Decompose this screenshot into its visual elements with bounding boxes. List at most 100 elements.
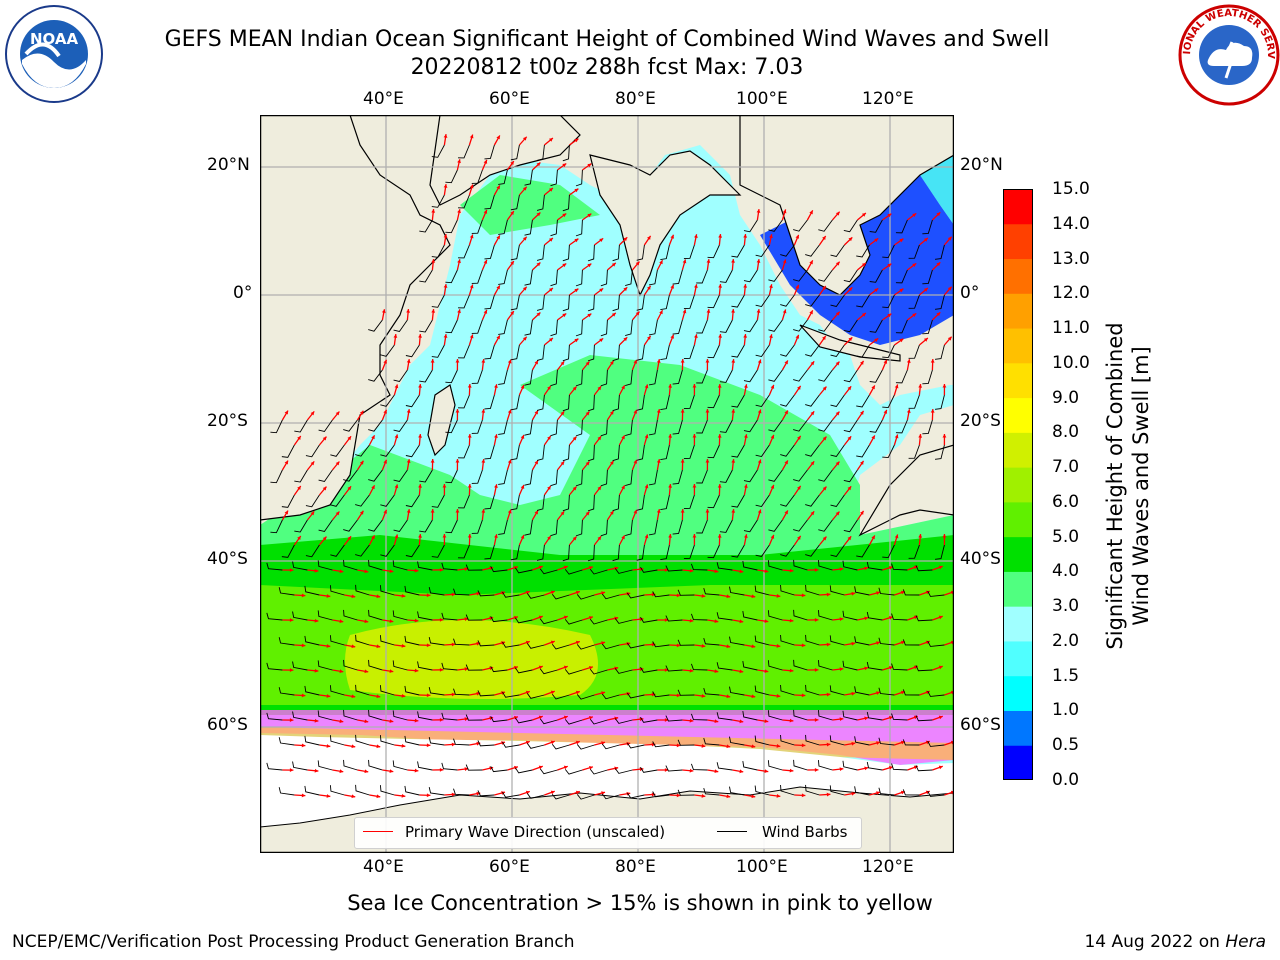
wind-barb — [854, 686, 870, 696]
wave-arrowhead — [609, 360, 614, 365]
wind-barb — [564, 769, 583, 775]
colorbar-tick-label: 5.0 — [1052, 526, 1080, 547]
wind-barb — [829, 685, 845, 696]
wind-barb — [526, 793, 545, 799]
wind-barb — [665, 615, 683, 622]
wind-barb — [731, 244, 745, 258]
wind-barb — [417, 611, 433, 621]
wind-barb — [612, 294, 620, 312]
wave-arrowhead — [520, 534, 525, 539]
wind-barb — [683, 544, 695, 559]
wave-arrowhead — [520, 384, 525, 389]
wind-barb — [515, 667, 533, 674]
wave-arrowhead — [394, 534, 399, 539]
wind-barb — [526, 643, 545, 649]
wave-arrowhead — [797, 385, 801, 390]
wind-barb — [780, 494, 795, 507]
wave-arrowhead — [510, 211, 514, 216]
wave-arrowhead — [547, 535, 551, 540]
wind-barb — [636, 344, 645, 361]
wave-arrowhead — [801, 793, 806, 798]
wave-arrowhead — [314, 718, 319, 723]
wave-arrowhead — [705, 509, 710, 513]
wave-arrowhead — [739, 669, 744, 674]
wind-barb — [780, 394, 795, 407]
wave-arrowhead — [457, 309, 461, 314]
wave-arrowhead — [339, 619, 344, 624]
wave-arrowhead — [376, 794, 381, 799]
colorbar-segment — [1003, 606, 1033, 642]
wind-barb — [683, 394, 695, 409]
wave-arrowhead — [464, 767, 469, 771]
wave-arrowhead — [494, 534, 498, 539]
wave-arrowhead — [647, 335, 651, 340]
wind-barb — [793, 419, 808, 432]
wave-arrowhead — [364, 769, 369, 774]
colorbar-tick-label: 11.0 — [1052, 318, 1090, 339]
wind-barb — [343, 759, 358, 771]
graticule — [260, 115, 954, 853]
wind-barb — [805, 684, 820, 696]
wind-barb — [304, 735, 320, 746]
wind-barb — [636, 544, 645, 561]
wind-barb — [793, 659, 808, 671]
wind-barb — [882, 294, 895, 309]
wind-barb — [627, 692, 645, 699]
wave-arrowhead — [726, 594, 731, 599]
wind-barb — [719, 319, 733, 333]
wave-arrowhead — [284, 510, 289, 515]
wind-barb — [818, 219, 833, 232]
wind-barb — [817, 710, 833, 721]
wind-barb — [882, 444, 895, 459]
wave-arrowhead — [383, 509, 387, 514]
wind-barb — [484, 344, 495, 360]
wind-barb — [576, 744, 595, 750]
wind-barb — [729, 736, 745, 746]
wind-barb — [878, 637, 895, 646]
wind-barb — [707, 544, 720, 559]
wind-barb — [780, 584, 795, 596]
wind-barb — [754, 585, 770, 596]
wind-barb — [380, 344, 395, 357]
wave-arrowhead — [513, 565, 518, 570]
wave-arrowhead — [942, 434, 947, 438]
wind-barb — [431, 344, 445, 358]
wave-arrowhead — [925, 790, 930, 795]
wind-barb — [564, 719, 583, 725]
wind-barb — [428, 587, 445, 596]
footer-date: 14 Aug 2022 on Hera — [1084, 932, 1266, 952]
wave-arrowhead — [784, 360, 788, 365]
wind-barb — [539, 768, 558, 775]
wave-arrowhead — [801, 743, 806, 748]
wave-arrowhead — [936, 212, 941, 217]
wind-barb — [600, 319, 608, 337]
wind-barb — [743, 219, 758, 233]
wind-barb — [601, 693, 620, 700]
wave-arrowhead — [701, 644, 706, 648]
wind-barb — [278, 687, 295, 696]
wind-barb — [729, 636, 745, 646]
wave-arrowhead — [489, 766, 494, 771]
wave-arrowhead — [548, 188, 553, 192]
wind-barb — [510, 294, 520, 311]
wind-barb — [652, 641, 670, 648]
wave-arrowhead — [575, 690, 580, 695]
wave-arrowhead — [739, 569, 744, 574]
wave-arrowhead — [351, 744, 356, 749]
wave-arrowhead — [835, 511, 840, 516]
wind-barb — [292, 561, 308, 571]
wind-barb — [755, 394, 770, 408]
wave-arrowhead — [851, 741, 856, 746]
wind-barb — [550, 269, 558, 287]
wave-arrowhead — [538, 665, 543, 670]
colorbar-tick-label: 1.0 — [1052, 700, 1080, 721]
africa-coast — [260, 115, 451, 521]
wave-arrowhead — [789, 718, 794, 723]
wind-barb — [368, 519, 383, 532]
wind-barb — [707, 294, 720, 309]
wave-arrowhead — [782, 259, 787, 264]
wind-barb — [869, 319, 883, 333]
wave-arrowhead — [455, 359, 460, 363]
wind-barb — [805, 634, 820, 646]
wind-barb — [672, 519, 683, 535]
